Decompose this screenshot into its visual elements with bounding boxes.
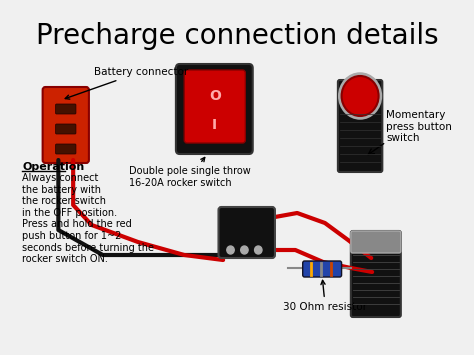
Text: Battery connector: Battery connector bbox=[65, 67, 188, 99]
Text: Momentary
press button
switch: Momentary press button switch bbox=[386, 110, 452, 143]
Text: O: O bbox=[209, 89, 221, 103]
FancyBboxPatch shape bbox=[55, 124, 76, 134]
Text: 30 Ohm resistor: 30 Ohm resistor bbox=[283, 280, 367, 312]
Circle shape bbox=[342, 76, 379, 116]
FancyBboxPatch shape bbox=[303, 261, 342, 277]
Circle shape bbox=[241, 246, 248, 254]
FancyBboxPatch shape bbox=[176, 64, 253, 154]
Circle shape bbox=[255, 246, 262, 254]
Text: Always connect
the battery with
the rocker switch
in the OFF position.
Press and: Always connect the battery with the rock… bbox=[22, 173, 154, 264]
FancyBboxPatch shape bbox=[219, 207, 275, 258]
Text: Double pole single throw
16-20A rocker switch: Double pole single throw 16-20A rocker s… bbox=[129, 157, 250, 188]
FancyBboxPatch shape bbox=[43, 87, 89, 163]
FancyBboxPatch shape bbox=[351, 231, 401, 253]
FancyBboxPatch shape bbox=[351, 231, 401, 317]
Text: Precharge connection details: Precharge connection details bbox=[36, 22, 438, 50]
FancyBboxPatch shape bbox=[55, 144, 76, 154]
Text: Operation: Operation bbox=[22, 162, 84, 172]
FancyBboxPatch shape bbox=[184, 70, 246, 143]
FancyBboxPatch shape bbox=[338, 80, 383, 172]
Text: I: I bbox=[212, 118, 218, 132]
FancyBboxPatch shape bbox=[55, 104, 76, 114]
Circle shape bbox=[227, 246, 234, 254]
